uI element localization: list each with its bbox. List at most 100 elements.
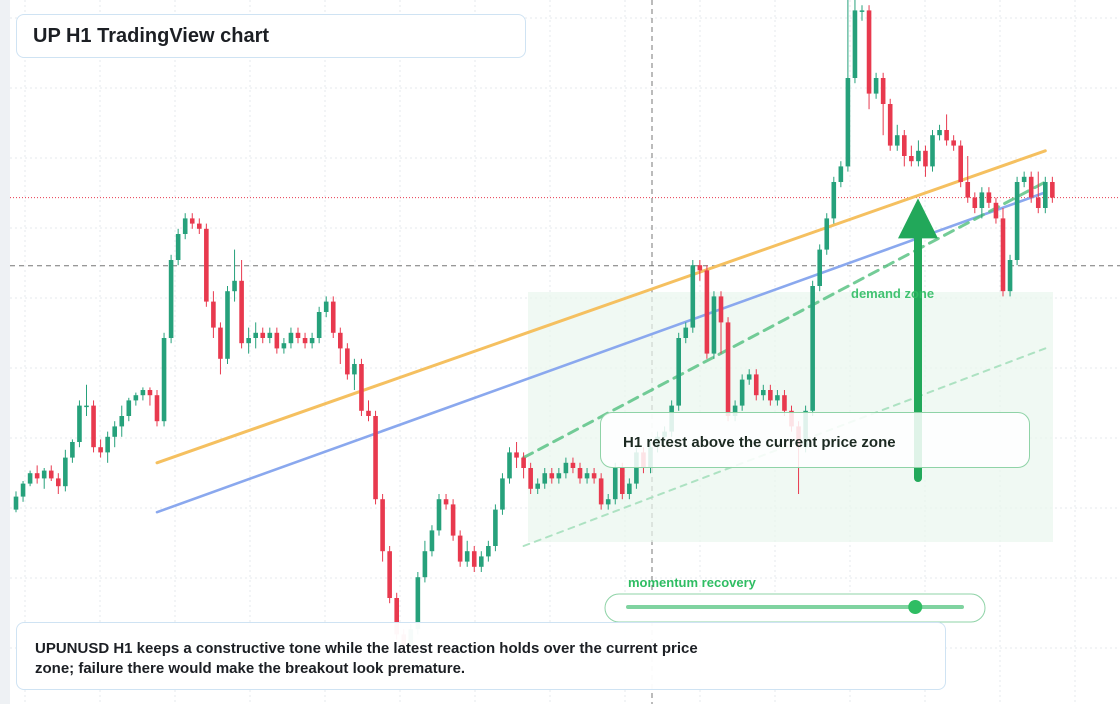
candle-body: [20, 483, 26, 497]
candle-body: [711, 296, 717, 354]
commentary-text: UPUNUSD H1 keeps a constructive tone whi…: [35, 640, 698, 677]
candle-body: [380, 499, 385, 552]
candle-body: [852, 10, 858, 78]
candle-body: [471, 551, 477, 567]
trendline-orange: [155, 149, 1047, 465]
candle-body: [211, 301, 216, 328]
candle-body: [732, 405, 738, 416]
candle-body: [810, 286, 815, 411]
candle-body: [91, 405, 96, 448]
candle-body: [500, 478, 505, 510]
candle-body: [309, 338, 315, 344]
candle-body: [1014, 182, 1020, 260]
trendline-green: [522, 180, 1047, 460]
commentary-box: UPUNUSD H1 keeps a constructive tone whi…: [16, 622, 946, 690]
candle-body: [352, 364, 357, 375]
candle-body: [436, 499, 442, 531]
candle-body: [937, 130, 942, 136]
candle-body: [330, 301, 336, 333]
candle-body: [154, 395, 160, 422]
candle-body: [119, 416, 125, 427]
candle-body: [549, 473, 555, 479]
candle-body: [1007, 260, 1013, 292]
candle-body: [866, 10, 872, 94]
candle-body: [197, 223, 202, 229]
candle-body: [359, 364, 364, 411]
candle-body: [859, 10, 865, 12]
candle-body: [817, 249, 822, 286]
candle-body: [768, 390, 773, 401]
momentum-slider-knob[interactable]: [908, 600, 923, 614]
candle-body: [944, 130, 949, 141]
candle-body: [267, 332, 273, 338]
candle-body: [27, 473, 33, 484]
candle-body: [161, 338, 167, 422]
trendline-blue: [155, 191, 1047, 514]
candle-body: [316, 312, 322, 338]
left-edge-strip: [0, 0, 10, 704]
candle-body: [556, 473, 562, 479]
candle-body: [204, 228, 209, 302]
candle-body: [739, 379, 745, 406]
candle-body: [182, 218, 188, 234]
candle-body: [175, 234, 181, 260]
candle-body: [387, 551, 392, 598]
candle-body: [84, 405, 89, 408]
candle-body: [105, 436, 110, 453]
candle-body: [48, 470, 54, 479]
candle-body: [634, 452, 639, 484]
candle-body: [838, 166, 844, 182]
candle-body: [366, 410, 371, 416]
candle-body: [873, 78, 879, 94]
candle-body: [1028, 176, 1034, 198]
candle-body: [239, 280, 244, 344]
candle-body: [909, 156, 914, 162]
candle-body: [824, 218, 830, 250]
candle-body: [302, 338, 308, 344]
candle-body: [620, 468, 625, 494]
candle-body: [746, 374, 752, 380]
candle-body: [563, 462, 569, 474]
candle-body: [507, 452, 512, 479]
candle-body: [958, 145, 963, 182]
candle-body: [464, 551, 470, 562]
candle-body: [697, 265, 703, 271]
candle-body: [775, 395, 780, 401]
candle-body: [281, 343, 287, 349]
candle-body: [246, 338, 251, 344]
candle-body: [1050, 182, 1055, 198]
candle-body: [274, 332, 280, 349]
candle-body: [422, 551, 428, 578]
candle-body: [584, 473, 590, 479]
candle-body: [225, 291, 230, 359]
candle-body: [887, 104, 893, 146]
candle-body: [916, 150, 921, 162]
candle-body: [323, 301, 329, 312]
candle-body: [1035, 197, 1041, 208]
candle-body: [133, 395, 139, 401]
candle-body: [218, 327, 223, 359]
candle-body: [1021, 176, 1027, 182]
candle-body: [479, 556, 484, 567]
demand-zone-label: demand zone: [851, 286, 935, 301]
momentum-label: momentum recovery: [628, 575, 756, 590]
candle-body: [493, 509, 498, 546]
candle-body: [521, 457, 526, 468]
candle-body: [972, 197, 978, 208]
candle-body: [845, 78, 851, 167]
candle-body: [965, 182, 971, 198]
candle-body: [880, 78, 886, 104]
candle-body: [570, 462, 576, 468]
candle-body: [627, 483, 632, 494]
candle-body: [894, 135, 900, 146]
candle-body: [718, 296, 724, 323]
momentum-slider-group[interactable]: [604, 593, 986, 623]
candle-body: [782, 395, 787, 411]
candle-body: [704, 270, 710, 354]
retest-note-text: H1 retest above the current price zone: [623, 434, 896, 451]
candle-body: [1043, 182, 1048, 208]
candle-body: [415, 577, 421, 630]
retest-note-box: H1 retest above the current price zone: [600, 412, 1030, 468]
candle-body: [394, 598, 399, 635]
